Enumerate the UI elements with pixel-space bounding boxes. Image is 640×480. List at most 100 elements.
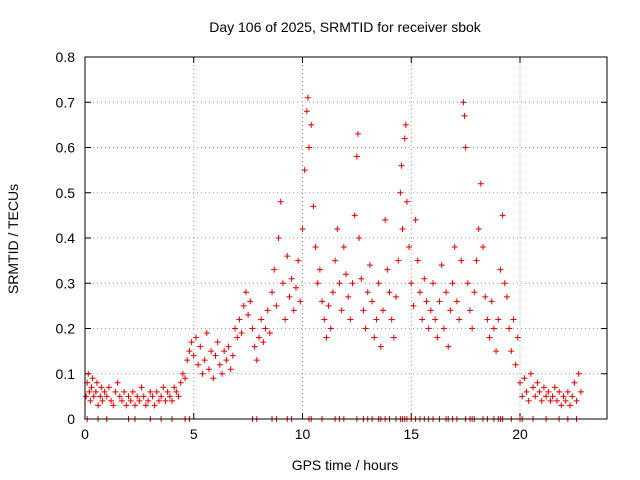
data-point	[406, 244, 413, 251]
data-point	[519, 393, 526, 400]
data-point	[412, 216, 419, 223]
x-tick-label: 20	[512, 426, 528, 442]
y-axis-title: SRMTID / TECUs	[5, 184, 21, 294]
data-point	[532, 393, 539, 400]
data-point	[558, 402, 565, 409]
data-point	[432, 316, 439, 323]
data-point	[521, 375, 528, 382]
data-point	[149, 393, 156, 400]
data-point	[336, 280, 343, 287]
data-point	[525, 397, 532, 404]
data-point	[523, 388, 530, 395]
data-point	[390, 334, 397, 341]
grid-lines	[85, 57, 607, 419]
data-point	[497, 266, 504, 273]
data-point	[386, 289, 393, 296]
data-point	[97, 393, 104, 400]
data-point	[545, 388, 552, 395]
data-point	[360, 307, 367, 314]
data-point	[216, 361, 223, 368]
data-point	[403, 198, 410, 205]
data-point	[482, 293, 489, 300]
data-point	[171, 384, 178, 391]
data-point	[503, 293, 510, 300]
data-point	[236, 316, 243, 323]
data-point	[414, 257, 421, 264]
data-point	[195, 361, 202, 368]
data-point	[543, 393, 550, 400]
data-point	[480, 244, 487, 251]
data-point	[177, 379, 184, 386]
data-point	[279, 280, 286, 287]
data-point	[132, 402, 139, 409]
data-point	[553, 397, 560, 404]
data-point	[384, 266, 391, 273]
data-point	[517, 379, 523, 386]
data-point	[514, 334, 521, 341]
data-point	[445, 343, 452, 350]
data-point	[477, 180, 484, 187]
data-point	[495, 316, 502, 323]
data-point	[362, 325, 369, 332]
data-point	[401, 135, 408, 142]
data-point	[379, 307, 386, 314]
data-point	[83, 393, 90, 400]
x-axis-title: GPS time / hours	[292, 457, 399, 473]
data-point	[466, 307, 473, 314]
data-point	[382, 216, 389, 223]
data-point	[234, 334, 241, 341]
data-point	[461, 112, 468, 119]
data-point	[556, 388, 563, 395]
data-point	[299, 225, 306, 232]
data-point	[501, 280, 508, 287]
data-point	[349, 280, 356, 287]
data-point	[353, 153, 360, 160]
data-point	[312, 244, 319, 251]
data-point	[397, 189, 404, 196]
data-point	[173, 388, 180, 395]
data-point	[118, 397, 125, 404]
data-point	[434, 334, 441, 341]
data-point	[99, 397, 106, 404]
data-point	[321, 316, 328, 323]
data-point	[536, 388, 543, 395]
data-point	[229, 352, 236, 359]
data-point	[87, 397, 94, 404]
data-point	[530, 384, 537, 391]
data-point	[95, 402, 102, 409]
data-point	[421, 275, 428, 282]
data-point	[340, 244, 347, 251]
data-point	[101, 388, 108, 395]
data-point	[508, 348, 515, 355]
data-point	[253, 357, 260, 364]
data-point	[269, 289, 276, 296]
data-point	[175, 393, 182, 400]
data-point	[325, 302, 332, 309]
data-point	[90, 393, 97, 400]
data-point	[93, 379, 100, 386]
data-point	[440, 325, 447, 332]
data-point	[219, 370, 226, 377]
data-point	[560, 393, 567, 400]
data-point	[398, 162, 405, 169]
data-point	[245, 311, 252, 318]
data-point	[290, 307, 297, 314]
y-tick-label: 0	[67, 411, 75, 427]
data-point	[534, 379, 541, 386]
data-point	[203, 330, 210, 337]
data-point	[190, 352, 197, 359]
data-point	[388, 316, 395, 323]
data-point	[316, 266, 323, 273]
data-point	[151, 402, 158, 409]
data-point	[138, 384, 145, 391]
y-tick-label: 0.1	[56, 366, 76, 382]
data-point	[192, 334, 199, 341]
data-point	[292, 284, 299, 291]
data-point	[136, 397, 143, 404]
data-point	[210, 375, 217, 382]
chart-title: Day 106 of 2025, SRMTID for receiver sbo…	[209, 19, 482, 35]
data-point	[469, 325, 476, 332]
data-point	[527, 370, 534, 377]
data-point	[490, 325, 497, 332]
data-point	[240, 302, 247, 309]
